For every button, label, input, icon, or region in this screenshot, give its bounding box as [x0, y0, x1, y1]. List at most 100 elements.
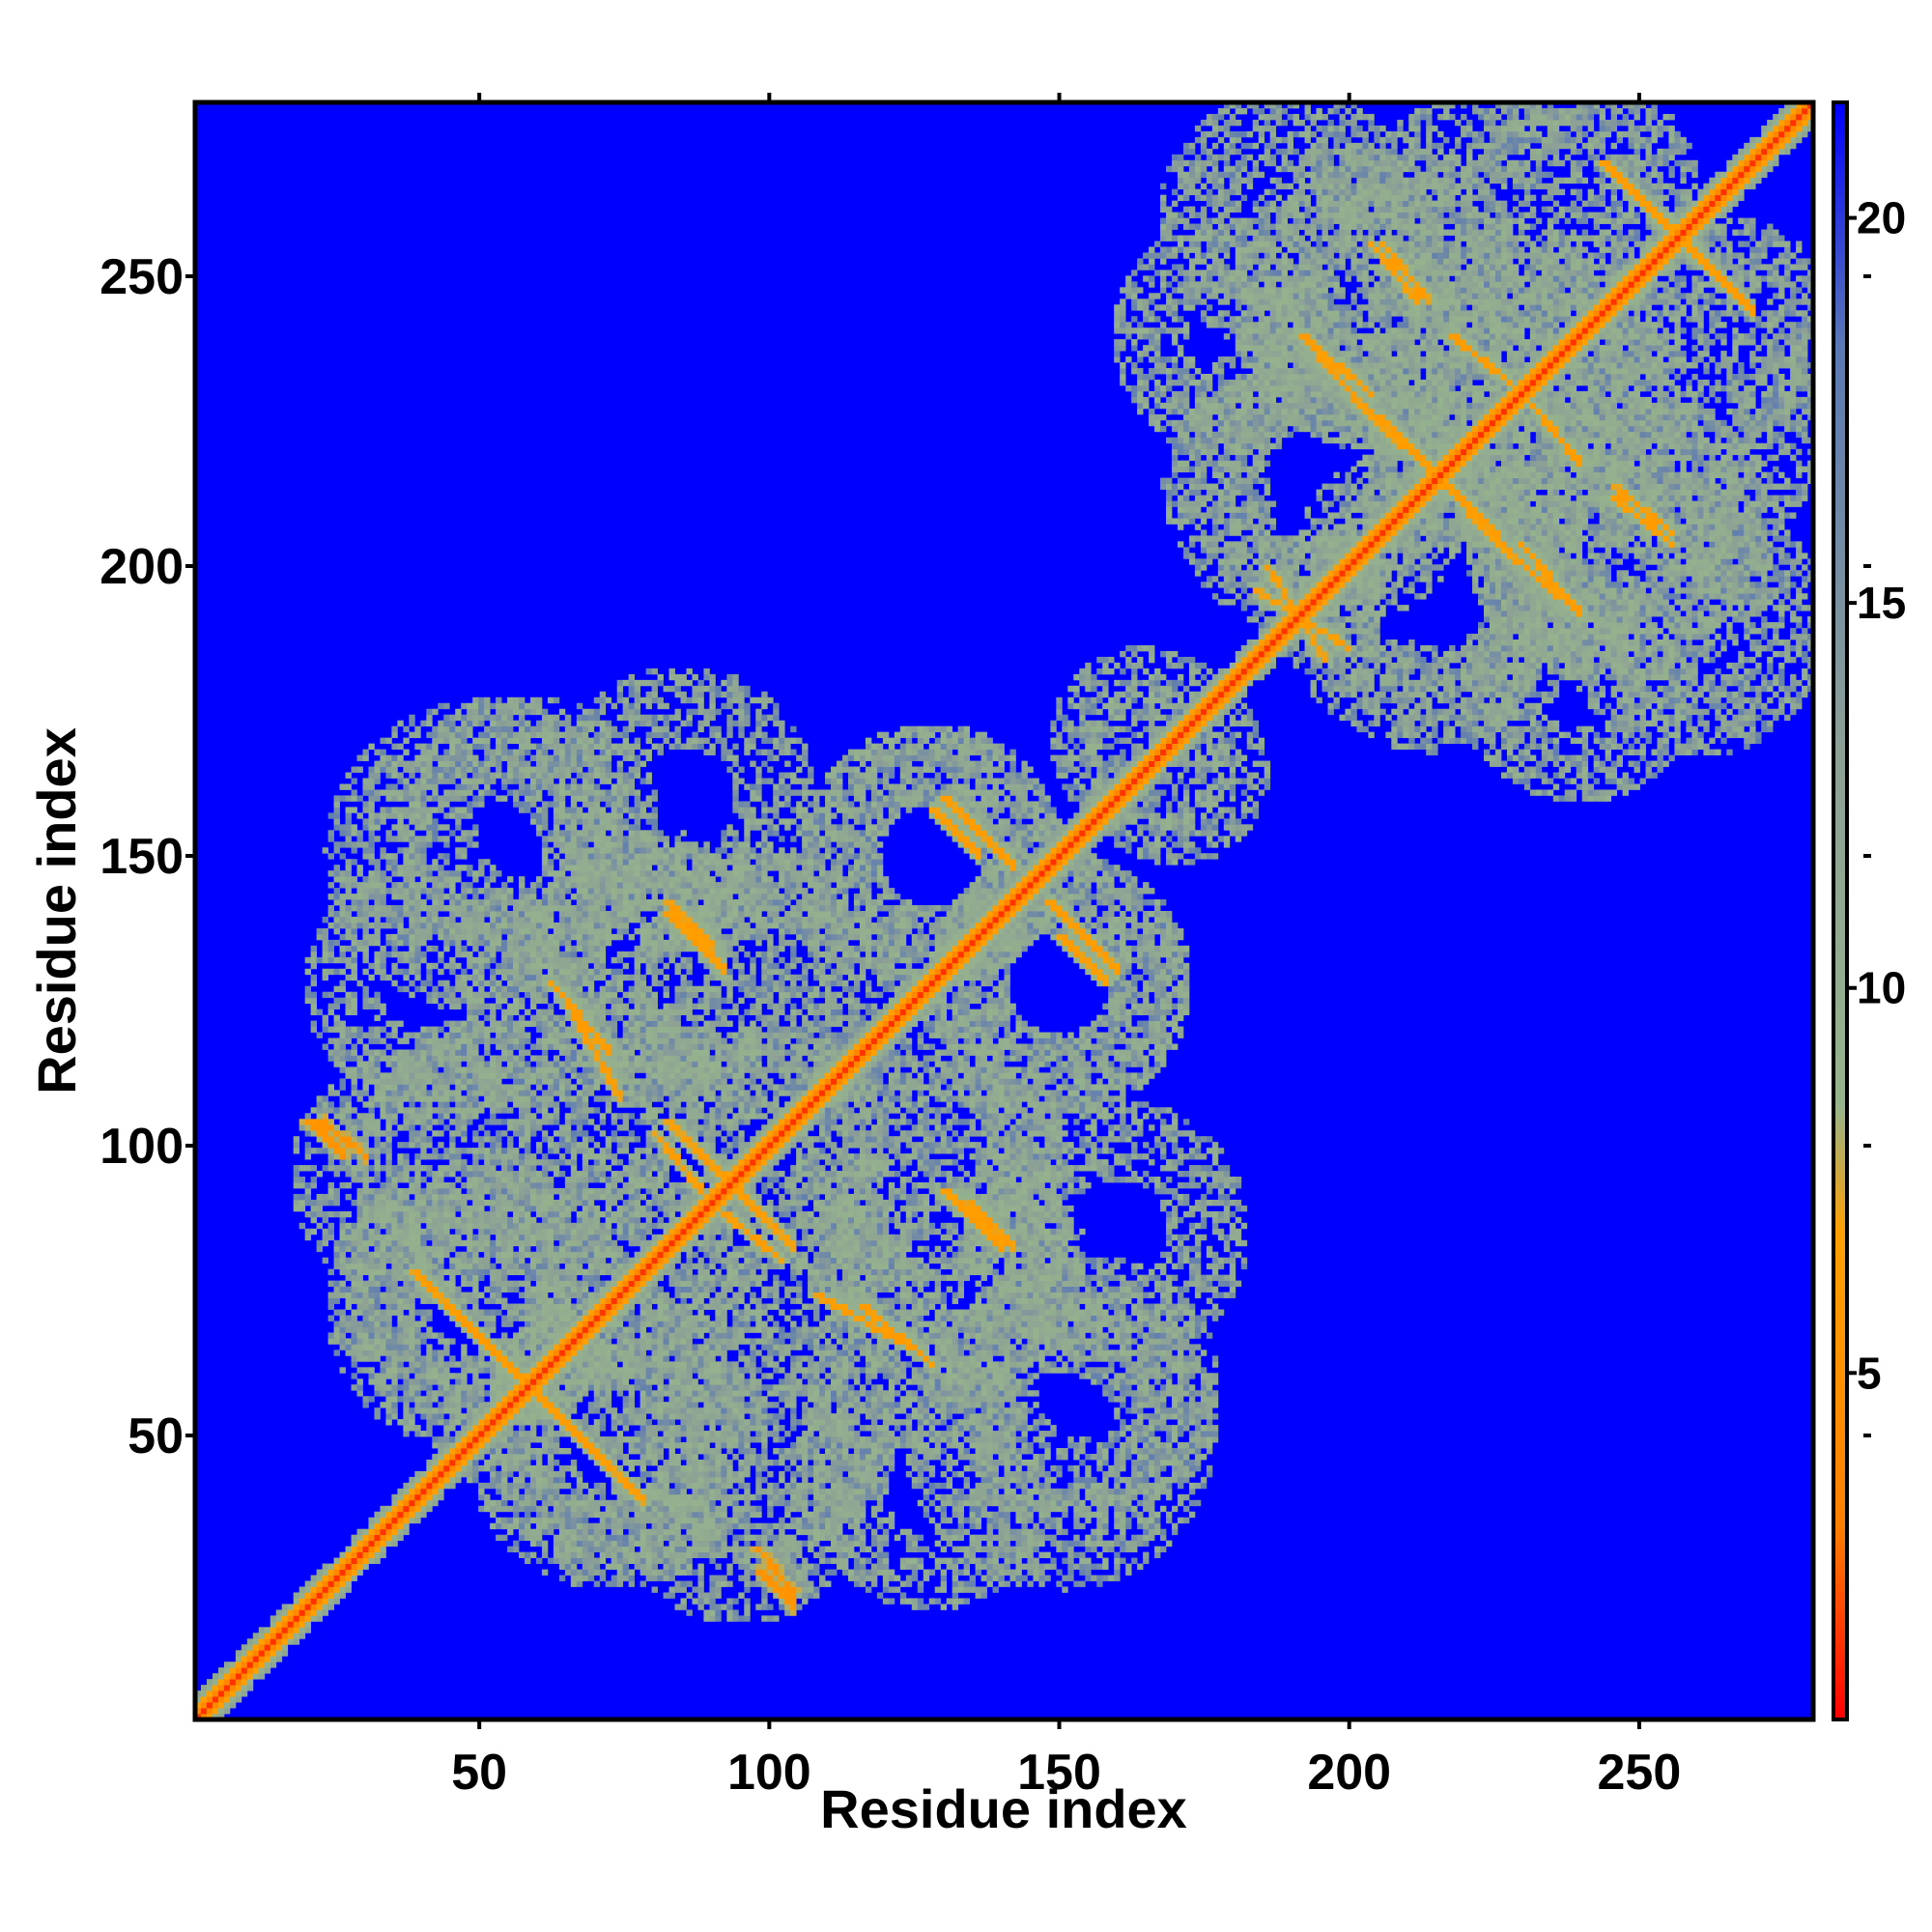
- heatmap-cell: [426, 1124, 432, 1130]
- heatmap-cell: [438, 1229, 443, 1235]
- heatmap-cell: [513, 1229, 519, 1235]
- heatmap-cell: [519, 1252, 525, 1258]
- heatmap-cell: [414, 1211, 420, 1217]
- heatmap-cell: [530, 709, 536, 715]
- heatmap-cell: [334, 865, 340, 870]
- heatmap-cell: [403, 1293, 409, 1298]
- heatmap-cell: [426, 1384, 432, 1390]
- heatmap-cell: [409, 830, 414, 836]
- heatmap-cell: [525, 1367, 530, 1373]
- heatmap-cell: [467, 1229, 472, 1235]
- heatmap-cell: [380, 1258, 385, 1264]
- heatmap-cell: [577, 1182, 582, 1188]
- heatmap-cell: [507, 1321, 513, 1326]
- heatmap-cell: [496, 1293, 501, 1298]
- heatmap-cell: [484, 876, 490, 882]
- heatmap-cell: [490, 1182, 496, 1188]
- heatmap-cell: [548, 1004, 554, 1009]
- heatmap-cell: [478, 1367, 484, 1373]
- heatmap-cell: [461, 980, 467, 986]
- heatmap-cell: [548, 1316, 554, 1321]
- heatmap-cell: [577, 865, 582, 870]
- heatmap-cell: [443, 795, 449, 801]
- heatmap-cell: [519, 876, 525, 882]
- heatmap-cell: [323, 1570, 328, 1576]
- heatmap-cell: [420, 1130, 426, 1136]
- heatmap-cell: [328, 836, 334, 841]
- heatmap-cell: [334, 1188, 340, 1194]
- heatmap-cell: [236, 1690, 242, 1696]
- heatmap-cell: [391, 946, 397, 952]
- heatmap-cell: [513, 1066, 519, 1072]
- heatmap-cell: [443, 1483, 449, 1489]
- heatmap-cell: [490, 721, 496, 726]
- heatmap-cell: [374, 998, 380, 1004]
- heatmap-cell: [542, 1229, 548, 1235]
- heatmap-cell: [414, 1229, 420, 1235]
- heatmap-cell: [340, 1055, 346, 1061]
- heatmap-cell: [317, 1107, 323, 1113]
- heatmap-cell: [472, 963, 478, 969]
- heatmap-cell: [352, 1384, 357, 1390]
- heatmap-cell: [385, 1211, 391, 1217]
- heatmap-cell: [565, 1431, 571, 1436]
- heatmap-cell: [426, 1090, 432, 1095]
- heatmap-cell: [368, 1004, 374, 1009]
- heatmap-cell: [472, 1240, 478, 1246]
- heatmap-cell: [201, 1702, 207, 1708]
- heatmap-cell: [414, 859, 420, 865]
- heatmap-cell: [443, 1407, 449, 1413]
- heatmap-cell: [385, 1078, 391, 1084]
- heatmap-cell: [385, 1223, 391, 1229]
- heatmap-cell: [548, 778, 554, 783]
- heatmap-cell: [496, 1223, 501, 1229]
- heatmap-cell: [461, 773, 467, 779]
- heatmap-cell: [577, 975, 582, 980]
- heatmap-cell: [328, 1576, 334, 1581]
- heatmap-cell: [461, 1113, 467, 1119]
- heatmap-cell: [484, 940, 490, 946]
- heatmap-cell: [554, 836, 559, 841]
- heatmap-cell: [559, 778, 565, 783]
- heatmap-cell: [507, 732, 513, 738]
- heatmap-cell: [368, 1275, 374, 1281]
- heatmap-cell: [577, 998, 582, 1004]
- heatmap-cell: [334, 1264, 340, 1269]
- heatmap-cell: [357, 1321, 363, 1326]
- heatmap-cell: [530, 697, 536, 703]
- heatmap-cell: [525, 894, 530, 899]
- heatmap-cell: [432, 1188, 438, 1194]
- heatmap-cell: [368, 1264, 374, 1269]
- heatmap-cell: [224, 1662, 230, 1667]
- heatmap-cell: [571, 750, 577, 755]
- heatmap-cell: [294, 1598, 299, 1604]
- heatmap-cell: [426, 1095, 432, 1101]
- heatmap-cell: [374, 1384, 380, 1390]
- heatmap-cell: [443, 1165, 449, 1171]
- heatmap-cell: [501, 1419, 507, 1425]
- heatmap-cell: [490, 1021, 496, 1027]
- heatmap-cell: [455, 1240, 461, 1246]
- heatmap-cell: [548, 1326, 554, 1332]
- heatmap-cell: [577, 1229, 582, 1235]
- heatmap-cell: [525, 1084, 530, 1090]
- heatmap-cell: [519, 750, 525, 755]
- heatmap-cell: [346, 870, 352, 876]
- heatmap-cell: [362, 969, 368, 975]
- heatmap-cell: [525, 1113, 530, 1119]
- heatmap-cell: [536, 1061, 542, 1066]
- heatmap-cell: [525, 957, 530, 963]
- heatmap-cell: [409, 1246, 414, 1252]
- heatmap-cell: [548, 1148, 554, 1153]
- heatmap-cell: [513, 899, 519, 905]
- heatmap-cell: [426, 1223, 432, 1229]
- heatmap-cell: [438, 807, 443, 812]
- heatmap-cell: [311, 1027, 317, 1033]
- heatmap-cell: [571, 761, 577, 767]
- heatmap-cell: [530, 1332, 536, 1338]
- heatmap-cell: [542, 1512, 548, 1518]
- heatmap-cell: [449, 795, 455, 801]
- heatmap-cell: [357, 1148, 363, 1153]
- heatmap-cell: [443, 1049, 449, 1055]
- heatmap-cell: [490, 1252, 496, 1258]
